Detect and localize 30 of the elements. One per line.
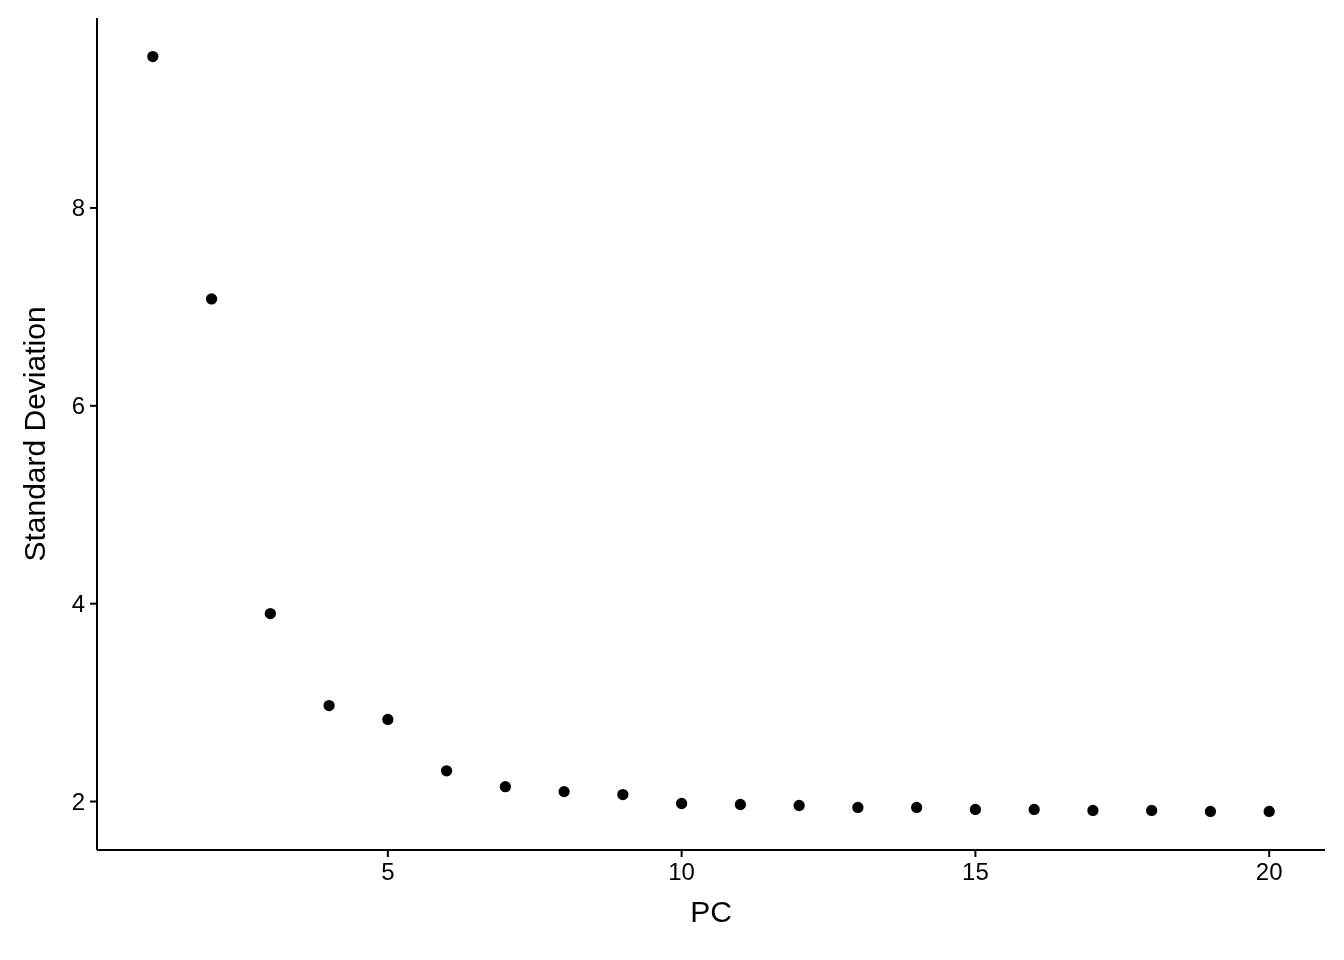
point <box>1204 805 1217 818</box>
point <box>558 786 570 798</box>
point <box>147 50 159 63</box>
point <box>382 713 394 726</box>
point <box>911 801 923 814</box>
point <box>734 798 747 811</box>
y-tick-label: 8 <box>71 193 85 221</box>
y-tick-label: 2 <box>71 787 85 815</box>
x-tick-label: 5 <box>381 858 395 885</box>
point <box>793 799 805 812</box>
x-axis-title: PC <box>690 895 732 928</box>
point <box>499 781 511 793</box>
y-axis-title: Standard Deviation <box>18 306 51 562</box>
point <box>440 765 453 777</box>
point <box>264 607 276 620</box>
point <box>1028 803 1040 816</box>
point <box>205 293 218 305</box>
point <box>852 801 864 814</box>
point <box>323 699 335 712</box>
point <box>1087 804 1099 817</box>
y-tick-label: 6 <box>71 391 85 419</box>
x-tick-label: 10 <box>668 858 695 885</box>
point <box>1146 804 1158 817</box>
point <box>675 797 688 810</box>
point <box>969 803 982 816</box>
x-tick-label: 20 <box>1255 858 1283 885</box>
point <box>1263 805 1275 818</box>
point <box>617 788 629 801</box>
y-tick-label: 4 <box>71 589 85 617</box>
x-tick-label: 15 <box>962 858 989 885</box>
